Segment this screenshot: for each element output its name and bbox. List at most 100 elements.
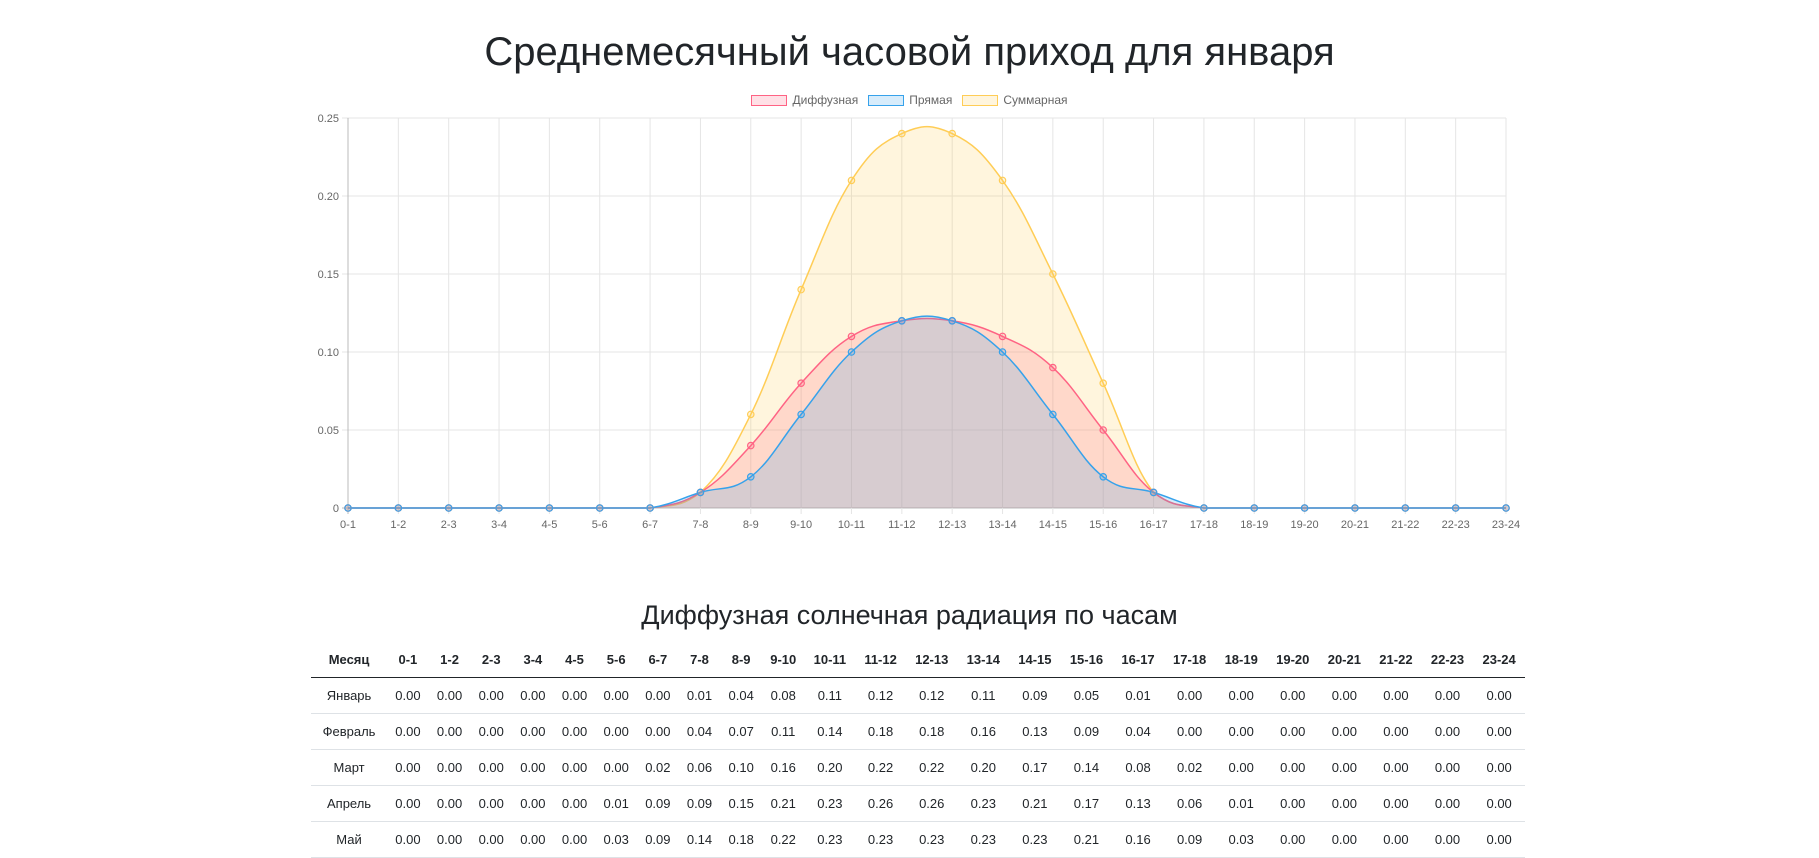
table-cell: 0.18 xyxy=(905,713,958,750)
table-cell: 0.00 xyxy=(637,713,679,750)
data-point[interactable] xyxy=(1049,363,1057,372)
table-cell: 0.00 xyxy=(1473,749,1525,786)
data-point[interactable] xyxy=(948,316,956,325)
data-point[interactable] xyxy=(998,176,1007,185)
table-cell: 0.00 xyxy=(1318,821,1371,858)
data-point[interactable] xyxy=(797,379,805,388)
data-point[interactable] xyxy=(898,129,906,138)
legend-label: Прямая xyxy=(909,93,953,107)
data-point[interactable] xyxy=(1099,426,1108,434)
table-cell: 0.00 xyxy=(1163,713,1216,750)
data-point[interactable] xyxy=(898,316,906,325)
data-point[interactable] xyxy=(1149,488,1158,497)
data-point[interactable] xyxy=(495,504,503,512)
table-cell: 0.23 xyxy=(905,821,958,858)
data-point[interactable] xyxy=(797,410,805,419)
data-point[interactable] xyxy=(1099,472,1108,481)
table-cell: 0.09 xyxy=(1163,821,1216,858)
data-point[interactable] xyxy=(998,348,1007,356)
x-tick-label: 6-7 xyxy=(642,519,658,531)
table-cell: 0.23 xyxy=(855,821,906,858)
data-point[interactable] xyxy=(1049,410,1057,419)
x-tick-label: 16-17 xyxy=(1139,519,1167,531)
y-tick-label: 0.10 xyxy=(318,347,339,359)
table-cell: 0.00 xyxy=(387,677,429,714)
table-cell: 0.00 xyxy=(1318,785,1371,822)
data-point[interactable] xyxy=(344,504,352,512)
table-header-cell: 23-24 xyxy=(1473,642,1525,678)
x-tick-label: 11-12 xyxy=(888,519,915,531)
x-tick-label: 15-16 xyxy=(1089,519,1117,531)
data-point[interactable] xyxy=(444,504,453,512)
table-cell: 0.00 xyxy=(1473,785,1525,822)
table-cell: 0.00 xyxy=(387,713,429,750)
table-cell: 0.00 xyxy=(1370,677,1422,714)
x-tick-label: 21-22 xyxy=(1391,519,1419,531)
table-cell: 0.01 xyxy=(595,785,638,822)
x-tick-label: 0-1 xyxy=(340,519,356,531)
data-point[interactable] xyxy=(1049,270,1057,278)
table-cell: 0.03 xyxy=(595,821,638,858)
table-cell: 0.00 xyxy=(470,713,513,750)
data-point[interactable] xyxy=(1099,379,1108,388)
table-cell: 0.08 xyxy=(1112,749,1164,786)
table-cell: 0.00 xyxy=(512,713,554,750)
table-cell: 0.00 xyxy=(595,677,638,714)
data-point[interactable] xyxy=(847,176,856,185)
table-cell: 0.00 xyxy=(512,821,554,858)
data-point[interactable] xyxy=(1451,504,1460,512)
table-row: Май 0.00 0.00 0.00 0.00 0.00 0.03 0.09 0.14 0.18 0… xyxy=(311,821,1525,858)
table-header-cell: 21-22 xyxy=(1370,642,1422,678)
data-point[interactable] xyxy=(1351,504,1359,512)
table-header-cell: Месяц xyxy=(311,642,388,678)
legend-item[interactable]: Прямая xyxy=(868,93,952,107)
table-cell: 0.04 xyxy=(720,677,762,714)
data-point[interactable] xyxy=(1502,504,1510,512)
table-cell: 0.23 xyxy=(804,785,856,822)
data-point[interactable] xyxy=(746,441,755,450)
table-row: Февраль 0.00 0.00 0.00 0.00 0.00 0.00 0.00 0.04 0… xyxy=(311,713,1525,750)
table-cell: 0.00 xyxy=(1421,821,1474,858)
table-cell: 0.00 xyxy=(428,821,471,858)
legend-swatch xyxy=(751,94,788,106)
data-point[interactable] xyxy=(1300,504,1309,512)
data-point[interactable] xyxy=(1250,504,1259,512)
table-cell: 0.17 xyxy=(1009,749,1061,786)
table-cell: 0.26 xyxy=(855,785,906,822)
data-point[interactable] xyxy=(1401,504,1410,512)
legend-item[interactable]: Суммарная xyxy=(962,93,1068,107)
table-header-cell: 8-9 xyxy=(720,642,762,678)
data-point[interactable] xyxy=(948,129,956,138)
table-cell: 0.14 xyxy=(678,821,721,858)
data-point[interactable] xyxy=(847,332,856,341)
data-point[interactable] xyxy=(696,488,705,497)
data-point[interactable] xyxy=(998,332,1007,341)
series-points xyxy=(344,129,1510,512)
legend-swatch xyxy=(962,94,999,106)
data-point[interactable] xyxy=(746,472,755,481)
data-point[interactable] xyxy=(545,504,554,512)
table-cell: 0.11 xyxy=(957,677,1010,714)
legend-item[interactable]: Диффузная xyxy=(751,93,858,107)
data-point[interactable] xyxy=(394,504,403,512)
table-cell: 0.00 xyxy=(428,713,471,750)
table-cell: 0.14 xyxy=(1060,749,1113,786)
table-cell: 0.05 xyxy=(1060,677,1113,714)
x-tick-label: 2-3 xyxy=(441,519,457,531)
data-point[interactable] xyxy=(746,410,755,419)
table-cell: 0.21 xyxy=(761,785,805,822)
x-tick-label: 18-19 xyxy=(1240,519,1268,531)
data-point[interactable] xyxy=(1200,504,1208,512)
data-point[interactable] xyxy=(646,504,654,512)
table-cell: 0.00 xyxy=(512,785,554,822)
table-cell: 0.14 xyxy=(804,713,856,750)
table-cell: 0.08 xyxy=(761,677,805,714)
data-point[interactable] xyxy=(797,285,805,294)
table-cell: 0.01 xyxy=(1215,785,1267,822)
data-point[interactable] xyxy=(847,348,856,356)
table-cell: 0.00 xyxy=(553,677,596,714)
table-header-cell: 15-16 xyxy=(1060,642,1113,678)
x-tick-label: 23-24 xyxy=(1492,519,1520,531)
data-point[interactable] xyxy=(595,504,604,512)
table-cell: 0.12 xyxy=(905,677,958,714)
